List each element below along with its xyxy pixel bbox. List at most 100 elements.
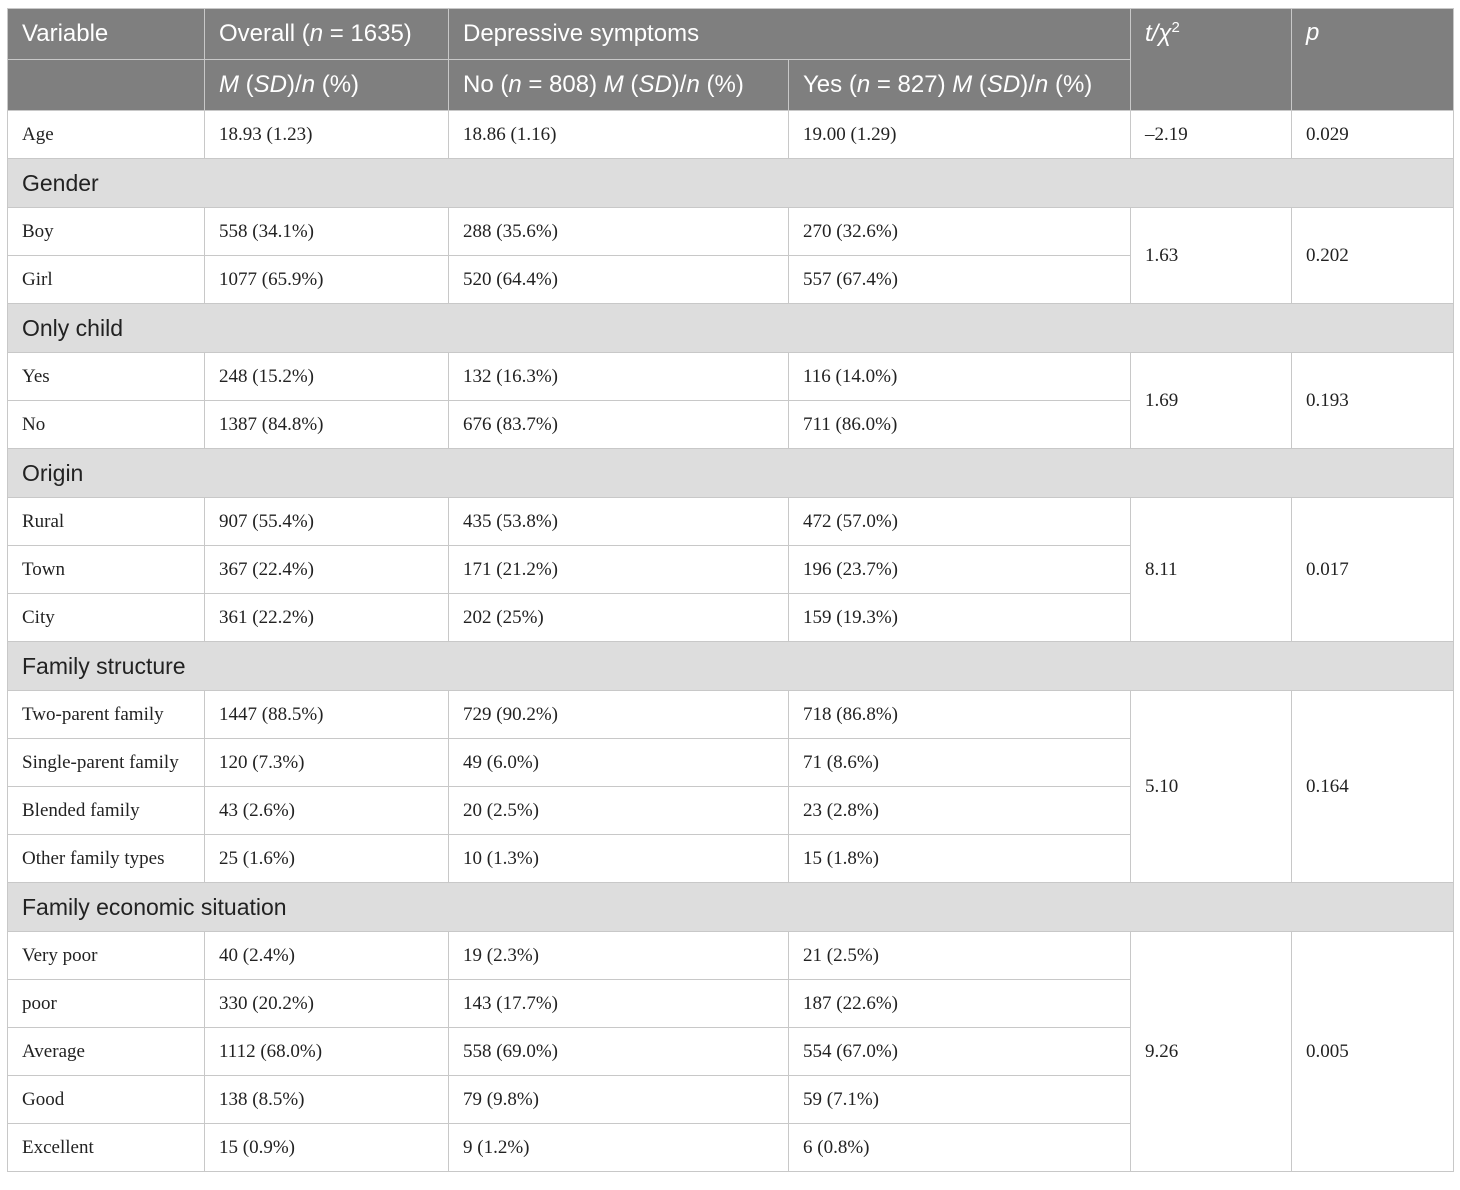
cell-overall: 138 (8.5%) [204, 1075, 449, 1124]
cell-stat: 8.11 [1130, 497, 1292, 642]
table-row: City 361 (22.2%) 202 (25%) 159 (19.3%) [7, 593, 1454, 642]
row-label: Excellent [7, 1123, 205, 1172]
cell-no: 10 (1.3%) [448, 834, 789, 883]
row-label: Single-parent family [7, 738, 205, 787]
cell-no: 18.86 (1.16) [448, 110, 789, 159]
row-label: Good [7, 1075, 205, 1124]
row-label: No [7, 400, 205, 449]
cell-overall: 40 (2.4%) [204, 931, 449, 980]
table-row: Yes 248 (15.2%) 132 (16.3%) 116 (14.0%) … [7, 352, 1454, 449]
cell-overall: 367 (22.4%) [204, 545, 449, 594]
cell-no: 132 (16.3%) [448, 352, 789, 401]
cell-yes: 718 (86.8%) [788, 690, 1131, 739]
cell-overall: 120 (7.3%) [204, 738, 449, 787]
cell-yes: 711 (86.0%) [788, 400, 1131, 449]
row-label: Two-parent family [7, 690, 205, 739]
cell-yes: 557 (67.4%) [788, 255, 1131, 304]
cell-yes: 21 (2.5%) [788, 931, 1131, 980]
cell-overall: 25 (1.6%) [204, 834, 449, 883]
row-label: Boy [7, 207, 205, 256]
table-row: Other family types 25 (1.6%) 10 (1.3%) 1… [7, 834, 1454, 883]
cell-stat: 5.10 [1130, 690, 1292, 883]
cell-no: 49 (6.0%) [448, 738, 789, 787]
cell-p: 0.005 [1291, 931, 1454, 1172]
cell-no: 143 (17.7%) [448, 979, 789, 1028]
cell-overall: 43 (2.6%) [204, 786, 449, 835]
table-row: Two-parent family 1447 (88.5%) 729 (90.2… [7, 690, 1454, 883]
cell-stat: 1.69 [1130, 352, 1292, 449]
cell-no: 558 (69.0%) [448, 1027, 789, 1076]
cell-overall: 1112 (68.0%) [204, 1027, 449, 1076]
section-title: Family structure [7, 641, 1454, 691]
table-body: Age 18.93 (1.23) 18.86 (1.16) 19.00 (1.2… [7, 110, 1454, 1172]
cell-overall: 330 (20.2%) [204, 979, 449, 1028]
cell-overall: 558 (34.1%) [204, 207, 449, 256]
cell-no: 729 (90.2%) [448, 690, 789, 739]
cell-p: 0.029 [1291, 110, 1454, 159]
header-no: No (n = 808) M (SD)/n (%) [448, 59, 789, 111]
header-overall: Overall (n = 1635) [204, 8, 449, 60]
cell-no: 171 (21.2%) [448, 545, 789, 594]
table-row: Rural 907 (55.4%) 435 (53.8%) 472 (57.0%… [7, 497, 1454, 642]
cell-no: 435 (53.8%) [448, 497, 789, 546]
row-label: poor [7, 979, 205, 1028]
table-row: Single-parent family 120 (7.3%) 49 (6.0%… [7, 738, 1454, 787]
cell-yes: 159 (19.3%) [788, 593, 1131, 642]
cell-overall: 18.93 (1.23) [204, 110, 449, 159]
row-label: Age [7, 110, 205, 159]
section-origin: Origin [7, 448, 1454, 498]
table-row: Excellent 15 (0.9%) 9 (1.2%) 6 (0.8%) [7, 1123, 1454, 1172]
row-label: Town [7, 545, 205, 594]
cell-overall: 1077 (65.9%) [204, 255, 449, 304]
cell-yes: 59 (7.1%) [788, 1075, 1131, 1124]
table-row: poor 330 (20.2%) 143 (17.7%) 187 (22.6%) [7, 979, 1454, 1028]
header-yes: Yes (n = 827) M (SD)/n (%) [788, 59, 1131, 111]
cell-no: 19 (2.3%) [448, 931, 789, 980]
table-row: Town 367 (22.4%) 171 (21.2%) 196 (23.7%) [7, 545, 1454, 594]
cell-yes: 19.00 (1.29) [788, 110, 1131, 159]
section-title: Family economic situation [7, 882, 1454, 932]
cell-stat: 1.63 [1130, 207, 1292, 304]
section-gender: Gender [7, 158, 1454, 208]
cell-overall: 361 (22.2%) [204, 593, 449, 642]
cell-overall: 907 (55.4%) [204, 497, 449, 546]
section-title: Origin [7, 448, 1454, 498]
row-label: City [7, 593, 205, 642]
table-header: Variable Overall (n = 1635) Depressive s… [7, 8, 1454, 111]
table-row: Boy 558 (34.1%) 288 (35.6%) 270 (32.6%) … [7, 207, 1454, 304]
cell-p: 0.202 [1291, 207, 1454, 304]
table-row: Blended family 43 (2.6%) 20 (2.5%) 23 (2… [7, 786, 1454, 835]
cell-no: 79 (9.8%) [448, 1075, 789, 1124]
cell-p: 0.193 [1291, 352, 1454, 449]
section-only-child: Only child [7, 303, 1454, 353]
cell-p: 0.164 [1291, 690, 1454, 883]
cell-yes: 196 (23.7%) [788, 545, 1131, 594]
header-depressive-symptoms: Depressive symptoms [448, 8, 1131, 60]
cell-overall: 1447 (88.5%) [204, 690, 449, 739]
cell-no: 288 (35.6%) [448, 207, 789, 256]
cell-yes: 71 (8.6%) [788, 738, 1131, 787]
header-blank [7, 59, 205, 111]
cell-yes: 554 (67.0%) [788, 1027, 1131, 1076]
cell-no: 9 (1.2%) [448, 1123, 789, 1172]
section-family-structure: Family structure [7, 641, 1454, 691]
header-overall-sub: M (SD)/n (%) [204, 59, 449, 111]
header-variable: Variable [7, 8, 205, 60]
row-label: Average [7, 1027, 205, 1076]
table-row: Very poor 40 (2.4%) 19 (2.3%) 21 (2.5%) … [7, 931, 1454, 1172]
row-label: Yes [7, 352, 205, 401]
cell-yes: 23 (2.8%) [788, 786, 1131, 835]
demographics-table: Variable Overall (n = 1635) Depressive s… [7, 8, 1454, 1172]
row-label: Girl [7, 255, 205, 304]
cell-no: 202 (25%) [448, 593, 789, 642]
cell-yes: 15 (1.8%) [788, 834, 1131, 883]
header-t-chi2: t/χ2 [1130, 8, 1292, 111]
cell-no: 520 (64.4%) [448, 255, 789, 304]
cell-yes: 6 (0.8%) [788, 1123, 1131, 1172]
section-title: Gender [7, 158, 1454, 208]
cell-p: 0.017 [1291, 497, 1454, 642]
cell-stat: 9.26 [1130, 931, 1292, 1172]
table-row-age: Age 18.93 (1.23) 18.86 (1.16) 19.00 (1.2… [7, 110, 1454, 159]
cell-overall: 1387 (84.8%) [204, 400, 449, 449]
header-p: p [1291, 8, 1454, 111]
